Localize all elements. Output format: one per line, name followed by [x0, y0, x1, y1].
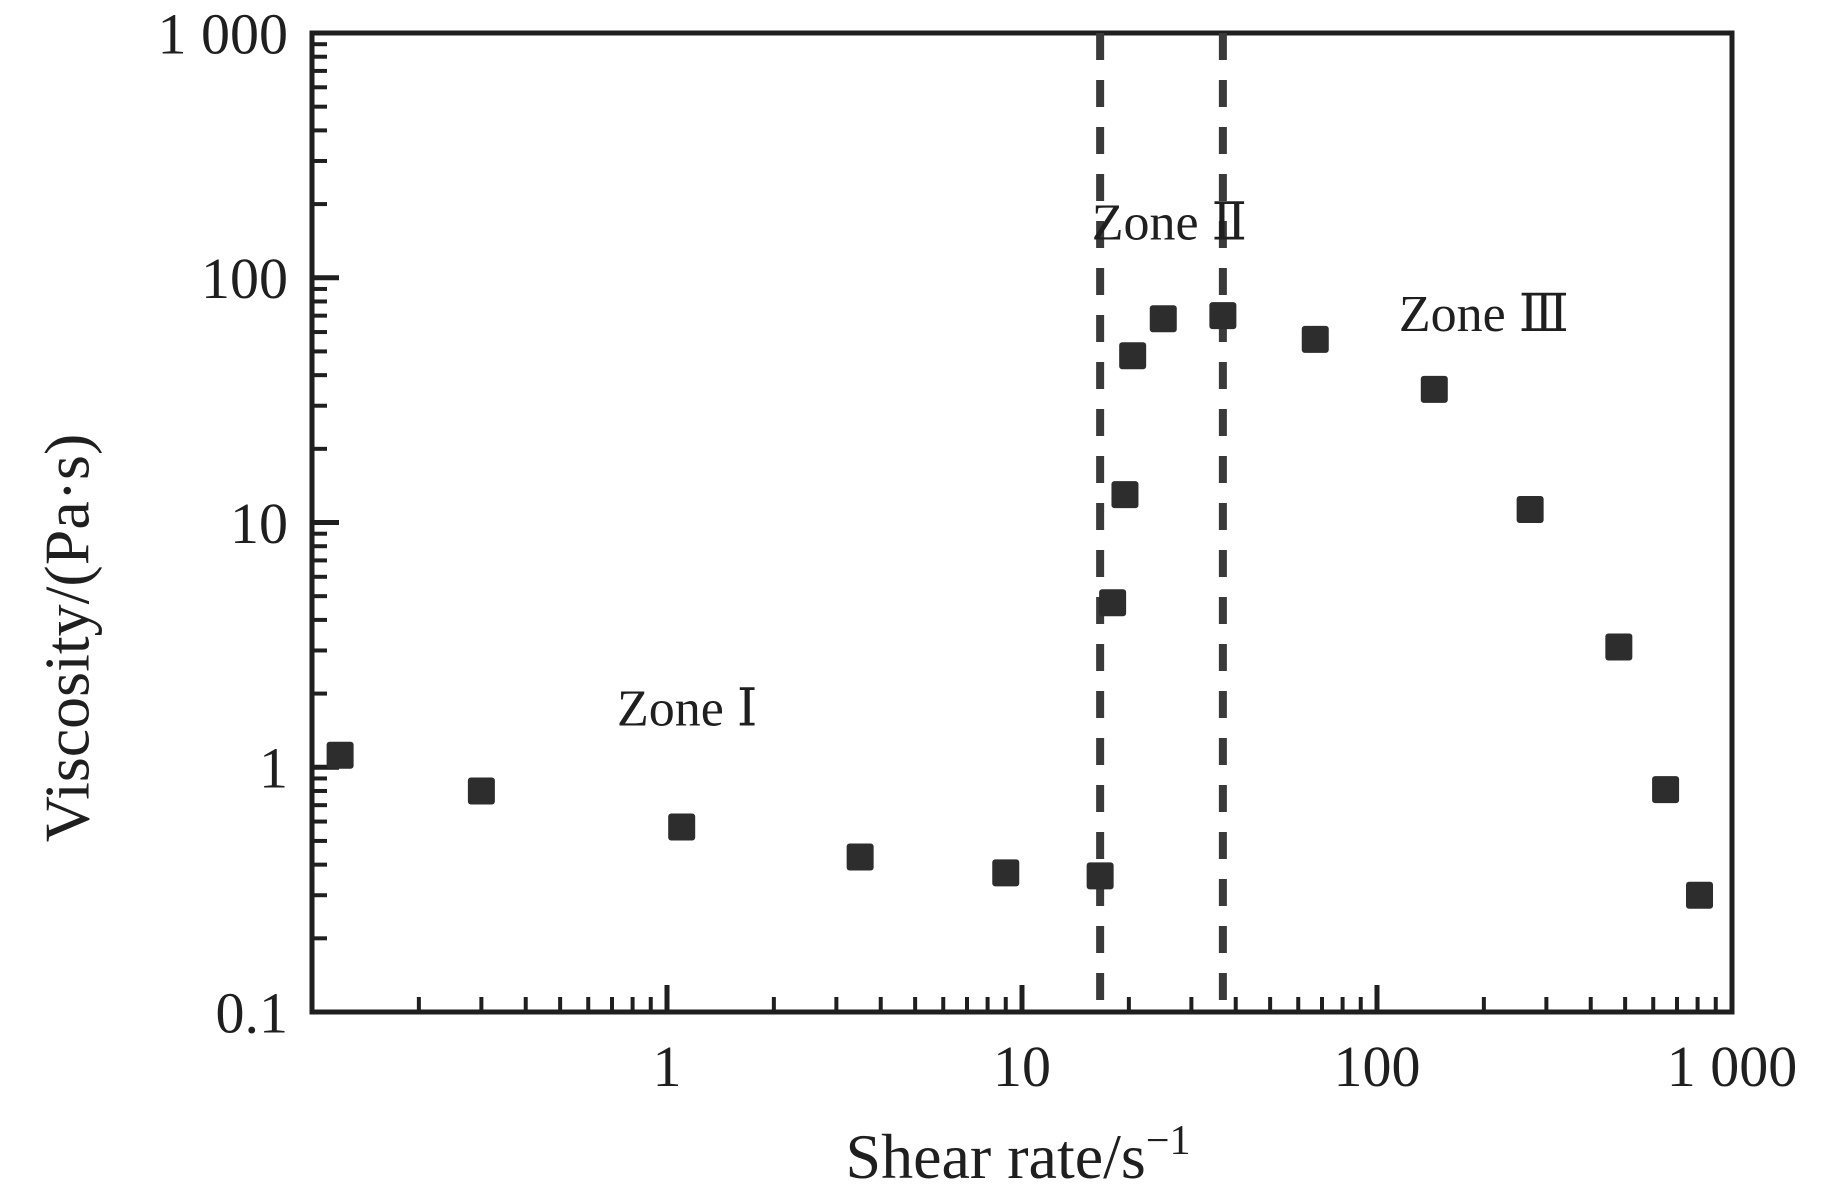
x-axis-title-superscript: −1 [1146, 1118, 1191, 1164]
x-tick-label: 10 [993, 1034, 1051, 1099]
data-point [992, 859, 1020, 887]
data-point [1605, 633, 1633, 661]
zone-label: Zone Ⅰ [617, 680, 757, 737]
data-point [1686, 881, 1714, 909]
x-tick-label: 1 [653, 1034, 682, 1099]
data-point [1652, 776, 1680, 804]
data-point [1209, 302, 1237, 330]
data-point [1301, 325, 1329, 353]
y-tick-label: 100 [201, 246, 288, 311]
y-tick-label: 10 [230, 491, 288, 556]
x-axis-title-main: Shear rate/s [846, 1121, 1146, 1192]
y-tick-label: 0.1 [216, 980, 289, 1045]
data-point [1111, 481, 1139, 509]
data-point [1099, 589, 1127, 617]
data-point [1086, 862, 1114, 890]
data-point [1149, 305, 1177, 333]
y-tick-label: 1 [259, 736, 288, 801]
data-point [1420, 375, 1448, 403]
x-axis-title: Shear rate/s−1 [846, 1118, 1191, 1192]
x-tick-label: 1 000 [1667, 1034, 1798, 1099]
data-point [1119, 342, 1147, 370]
data-point [1516, 496, 1544, 524]
data-point [668, 813, 696, 841]
data-point [467, 777, 495, 805]
zone-label: Zone Ⅲ [1399, 286, 1569, 343]
y-axis-title: Viscosity/(Pa·s) [31, 434, 102, 843]
y-tick-label: 1 000 [158, 1, 289, 66]
data-point [326, 741, 354, 769]
data-point [846, 843, 874, 871]
x-tick-label: 100 [1334, 1034, 1421, 1099]
zone-label: Zone Ⅱ [1092, 195, 1247, 252]
